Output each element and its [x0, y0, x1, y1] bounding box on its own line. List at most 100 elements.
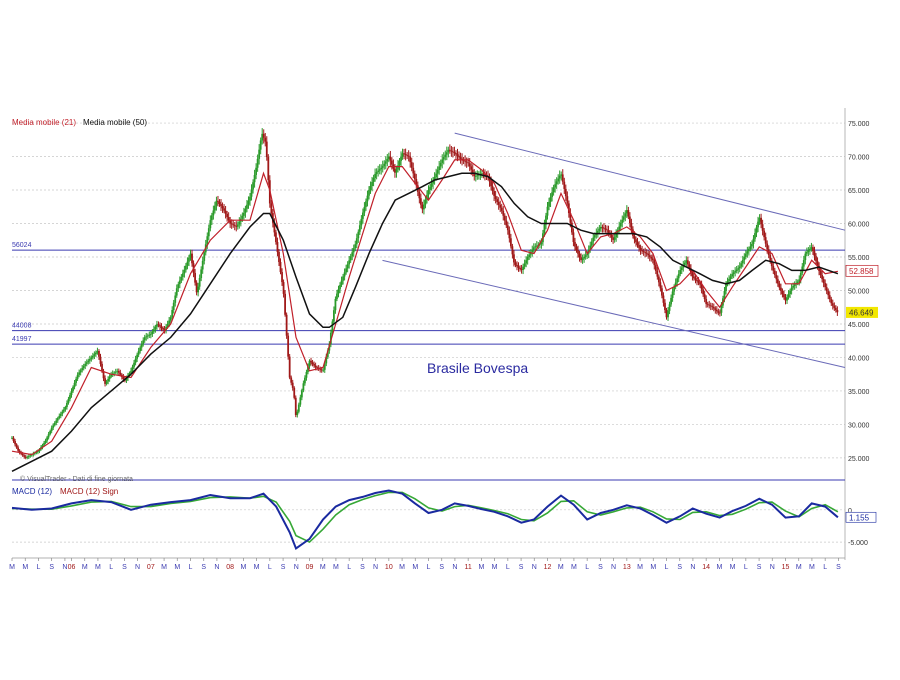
x-tick-label: M: [240, 564, 246, 571]
x-tick-label: L: [427, 564, 431, 571]
price-body: [340, 280, 343, 285]
price-body: [139, 347, 142, 352]
price-body: [232, 224, 235, 226]
price-body: [456, 154, 459, 156]
price-body: [316, 367, 319, 369]
x-tick-label: L: [189, 564, 193, 571]
price-body: [819, 271, 822, 276]
price-body: [691, 272, 694, 277]
price-body: [160, 326, 163, 329]
x-tick-label: M: [82, 564, 88, 571]
price-body: [604, 228, 607, 230]
price-body: [496, 199, 499, 202]
price-body: [766, 243, 769, 250]
price-body: [444, 154, 447, 158]
price-body: [299, 397, 302, 405]
price-body: [654, 265, 657, 271]
price-body: [206, 236, 209, 245]
price-body: [531, 249, 534, 253]
price-body: [546, 206, 549, 216]
y-tick-label: 65.000: [848, 188, 870, 195]
price-body: [744, 253, 747, 257]
price-body: [792, 285, 795, 288]
price-body: [784, 297, 787, 301]
price-body: [564, 188, 567, 197]
price-body: [374, 173, 377, 178]
price-body: [131, 366, 134, 371]
price-body: [780, 287, 782, 291]
price-body: [217, 200, 219, 202]
y-tick-label: 75.000: [848, 121, 870, 128]
macd-last-badge: [845, 511, 877, 523]
price-body: [397, 165, 399, 170]
ma21-line: [11, 159, 839, 456]
price-body: [363, 206, 366, 213]
price-body: [24, 456, 27, 458]
price-body: [85, 362, 88, 364]
x-tick-label: 14: [702, 564, 710, 571]
price-body: [163, 329, 166, 331]
price-body: [175, 288, 178, 296]
price-body: [220, 204, 222, 207]
price-body: [271, 213, 274, 223]
price-body: [262, 133, 265, 138]
price-body: [380, 167, 383, 170]
price-body: [529, 252, 532, 255]
price-body: [81, 368, 84, 371]
price-body: [535, 245, 538, 247]
price-body: [300, 390, 303, 398]
x-tick-label: S: [519, 564, 524, 571]
price-body: [107, 379, 110, 382]
price-body: [26, 456, 29, 458]
x-tick-label: L: [585, 564, 589, 571]
price-body: [638, 245, 640, 248]
price-body: [361, 212, 364, 219]
price-body: [58, 415, 61, 419]
price-body: [650, 256, 653, 259]
price-body: [505, 220, 508, 226]
price-body: [712, 307, 715, 309]
level-label: 56024: [12, 242, 32, 249]
price-body: [395, 169, 398, 173]
y-tick-label: 55.000: [848, 255, 870, 262]
price-body: [699, 282, 701, 285]
price-body: [113, 372, 116, 374]
price-body: [310, 360, 312, 363]
price-body: [320, 369, 323, 371]
price-body: [619, 222, 622, 227]
price-body: [195, 282, 198, 293]
x-tick-label: N: [690, 564, 695, 571]
x-tick-label: S: [281, 564, 286, 571]
price-body: [812, 247, 814, 252]
price-body: [526, 256, 529, 261]
price-body: [368, 190, 370, 196]
price-body: [571, 222, 573, 233]
price-body: [387, 156, 390, 159]
price-body: [735, 269, 738, 272]
price-body: [720, 305, 723, 313]
price-body: [693, 276, 695, 279]
price-body: [580, 257, 582, 261]
macd-legend-signal: MACD (12) Sign: [60, 487, 118, 496]
price-body: [818, 266, 820, 272]
x-tick-label: 09: [306, 564, 314, 571]
price-body: [534, 246, 537, 248]
price-body: [622, 216, 625, 220]
price-body: [502, 210, 505, 216]
price-body: [448, 149, 451, 151]
price-body: [442, 157, 445, 160]
price-body: [432, 180, 434, 184]
macd-last-value: 1.155: [849, 513, 870, 522]
price-body: [290, 377, 293, 383]
price-body: [140, 343, 143, 348]
price-body: [154, 326, 157, 330]
price-body: [148, 334, 151, 336]
price-body: [465, 161, 468, 163]
x-tick-label: M: [412, 564, 418, 571]
price-body: [470, 166, 473, 170]
price-body: [769, 254, 772, 261]
price-body: [203, 252, 206, 261]
price-body: [189, 253, 192, 258]
price-body: [351, 252, 354, 257]
price-body: [427, 190, 430, 195]
